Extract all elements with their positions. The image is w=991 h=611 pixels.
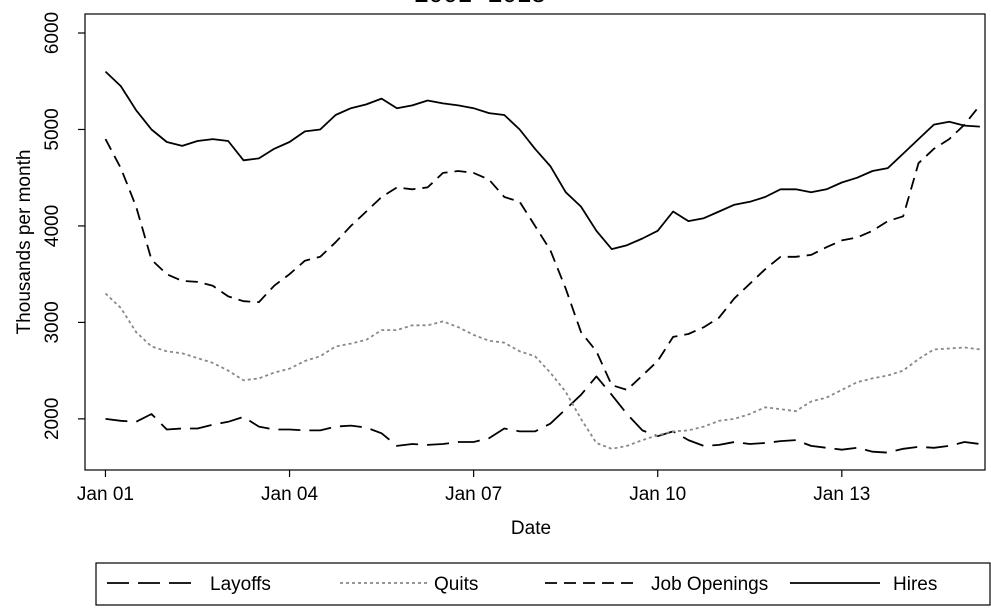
legend-label: Hires (893, 574, 937, 595)
series-line (104, 292, 981, 450)
y-tick-label: 5000 (42, 108, 63, 150)
y-axis-label: Thousands per month (14, 150, 35, 335)
series-line (105, 375, 981, 454)
x-axis-label: Date (511, 518, 551, 539)
series-line (104, 104, 981, 391)
legend-label: Layoffs (210, 574, 271, 595)
chart-title: 2001- 2015 (414, 0, 546, 8)
y-tick-label: 6000 (42, 12, 63, 54)
x-tick-label: Jan 13 (813, 484, 870, 505)
y-tick-label: 2000 (42, 398, 63, 440)
series-line (104, 70, 980, 250)
legend-box (95, 562, 991, 606)
legend-label: Job Openings (651, 574, 768, 595)
x-tick-label: Jan 10 (629, 484, 686, 505)
legend-label: Quits (434, 574, 478, 595)
x-tick-label: Jan 01 (77, 484, 134, 505)
x-tick-label: Jan 07 (445, 484, 502, 505)
y-tick-label: 3000 (42, 301, 63, 343)
x-tick-label: Jan 04 (261, 484, 318, 505)
plot-frame (84, 13, 986, 471)
y-tick-label: 4000 (42, 205, 63, 247)
